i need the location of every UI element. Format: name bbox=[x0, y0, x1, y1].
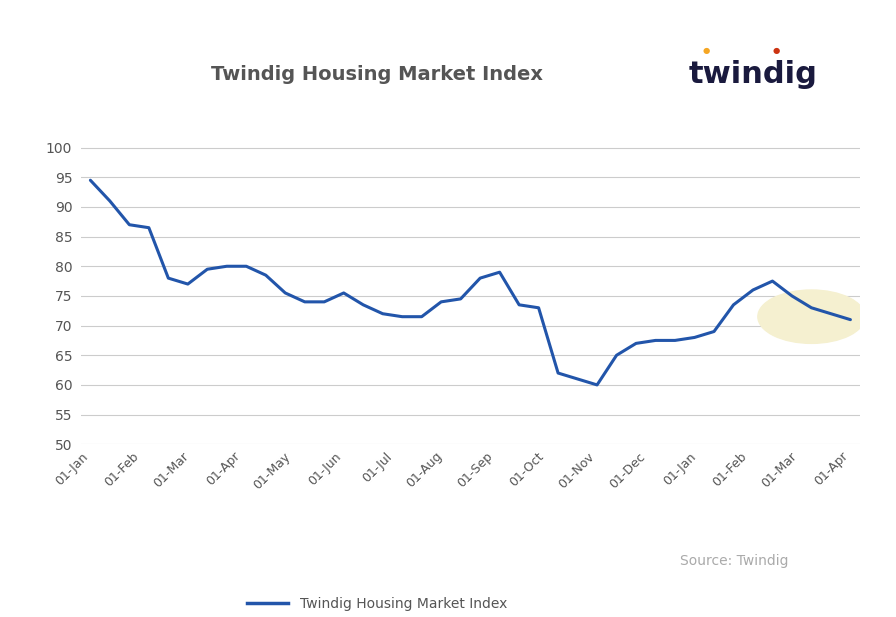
Text: twindig: twindig bbox=[688, 59, 817, 89]
Text: ●: ● bbox=[772, 46, 780, 55]
Ellipse shape bbox=[758, 290, 865, 344]
Text: Source: Twindig: Source: Twindig bbox=[680, 555, 789, 568]
Text: ●: ● bbox=[702, 46, 710, 55]
Legend: Twindig Housing Market Index: Twindig Housing Market Index bbox=[241, 591, 513, 616]
Text: Twindig Housing Market Index: Twindig Housing Market Index bbox=[211, 65, 543, 83]
